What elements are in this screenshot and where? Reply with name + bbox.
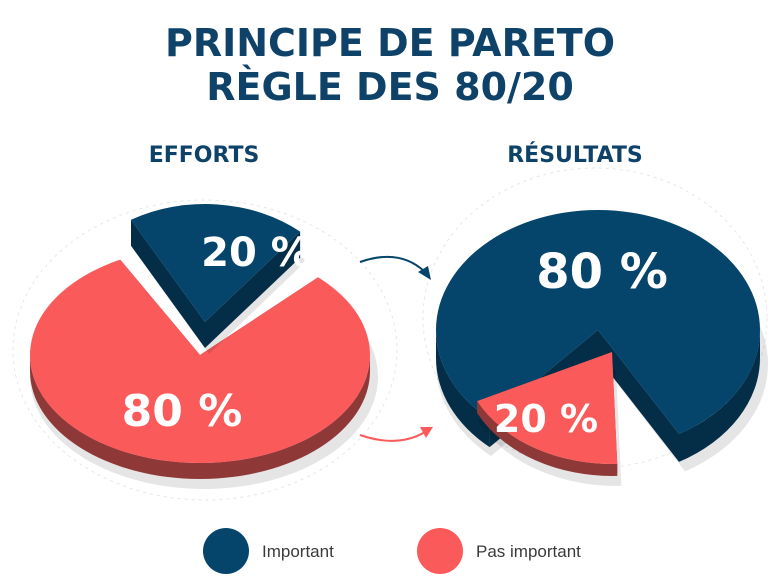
efforts-slice-important-label: 20 % xyxy=(201,230,311,276)
legend-label-not-important: Pas important xyxy=(476,542,581,561)
chart-title-line-1: PRINCIPE DE PARETO xyxy=(165,21,615,65)
arrow-not-important xyxy=(359,427,433,442)
results-slice-important-label: 80 % xyxy=(536,244,668,300)
chart-title-line-2: RÈGLE DES 80/20 xyxy=(206,65,574,109)
results-pie: 80 % 20 % xyxy=(422,167,768,486)
legend: Important Pas important xyxy=(203,528,581,574)
results-slice-not-important-label: 20 % xyxy=(494,397,598,441)
efforts-slice-important: 20 % xyxy=(131,204,311,354)
efforts-pie: 80 % 20 % xyxy=(12,199,398,501)
legend-swatch-important xyxy=(203,528,249,574)
arrow-important xyxy=(359,255,431,280)
results-heading: RÉSULTATS xyxy=(507,142,643,168)
results-slice-not-important: 20 % xyxy=(477,352,622,486)
legend-swatch-not-important xyxy=(417,528,463,574)
efforts-slice-not-important: 80 % xyxy=(29,259,378,489)
legend-label-important: Important xyxy=(262,542,334,561)
efforts-slice-not-important-label: 80 % xyxy=(122,386,243,437)
efforts-heading: EFFORTS xyxy=(149,143,260,168)
